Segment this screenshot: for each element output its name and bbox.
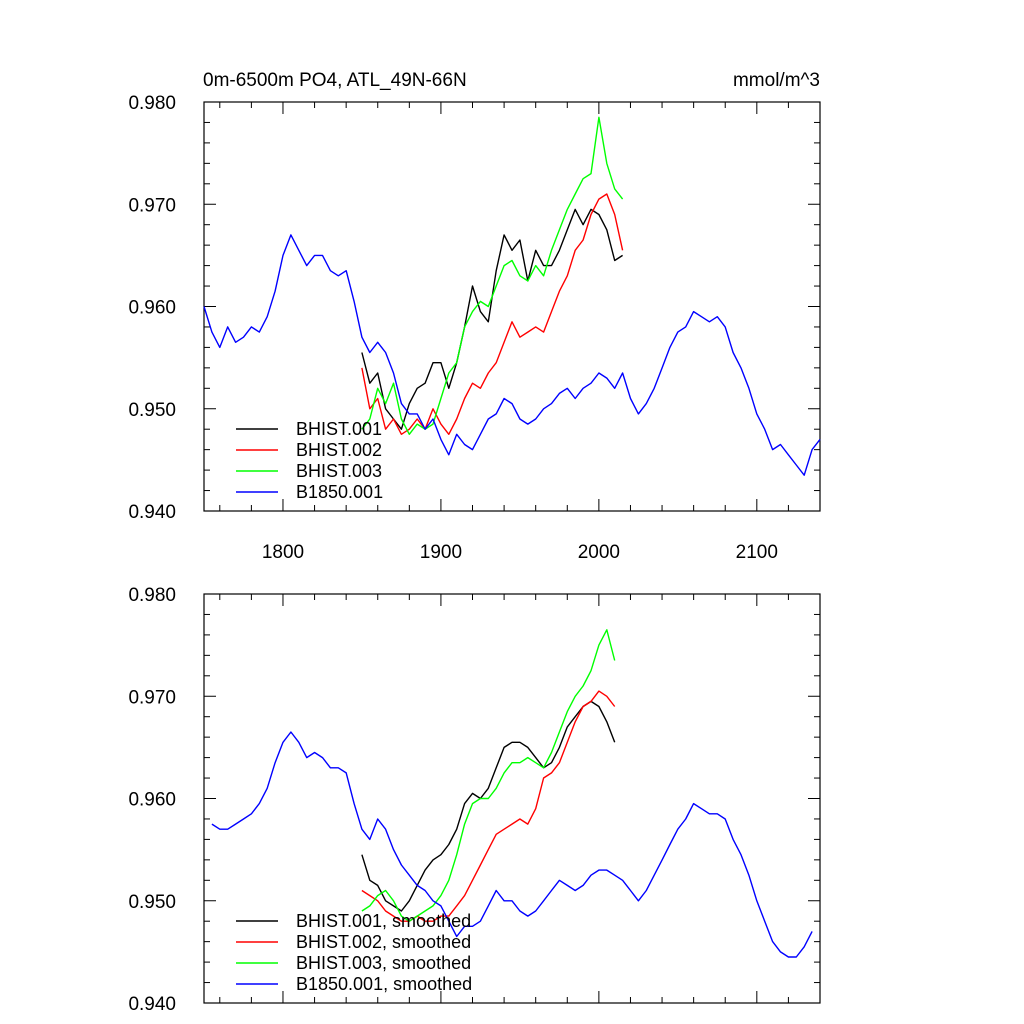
y-tick-label: 0.970 [128, 687, 176, 708]
top-panel: 0m-6500m PO4, ATL_49N-66N mmol/m^3 0.940… [128, 70, 821, 563]
series-lines [203, 116, 821, 476]
x-tick-label: 1900 [420, 542, 462, 563]
series-line [361, 208, 623, 430]
y-tick-label: 0.980 [128, 585, 176, 606]
chart-title: 0m-6500m PO4, ATL_49N-66N [203, 70, 467, 91]
y-tick-label: 0.960 [128, 790, 176, 811]
series-line [361, 116, 624, 435]
y-tick-label: 0.950 [128, 400, 176, 421]
y-tick-label: 0.940 [128, 994, 176, 1015]
legend-label: BHIST.003 [296, 461, 382, 481]
y-tick-label: 0.960 [128, 298, 176, 319]
legend-label: BHIST.002, smoothed [296, 932, 471, 952]
x-tick-label: 2000 [578, 542, 620, 563]
series-line [361, 629, 616, 922]
y-tick-label: 0.980 [128, 93, 176, 114]
series-line [361, 193, 624, 435]
ticks: 0.940 0.950 0.960 0.970 0.980 [128, 585, 821, 1015]
legend-label: B1850.001, smoothed [296, 974, 472, 994]
x-tick-label: 1800 [262, 542, 304, 563]
legend-label: BHIST.001, smoothed [296, 911, 471, 931]
legend-label: BHIST.002 [296, 440, 382, 460]
y-tick-label: 0.970 [128, 195, 176, 216]
legend-label: B1850.001 [296, 482, 383, 502]
bottom-panel: 0.940 0.950 0.960 0.970 0.980 BHIST.001, smo… [128, 585, 821, 1015]
legend-label: BHIST.001 [296, 419, 382, 439]
chart-units: mmol/m^3 [733, 70, 820, 91]
ticks: 0.940 0.950 0.960 0.970 0.980 1800 1900 2000 210… [128, 93, 821, 563]
legend-label: BHIST.003, smoothed [296, 953, 471, 973]
y-tick-label: 0.950 [128, 892, 176, 913]
series-line [361, 690, 616, 922]
series-line [211, 731, 813, 958]
y-tick-label: 0.940 [128, 502, 176, 523]
x-tick-label: 2100 [736, 542, 778, 563]
series-lines [211, 629, 813, 958]
series-line [361, 700, 616, 912]
series-line [203, 234, 821, 476]
